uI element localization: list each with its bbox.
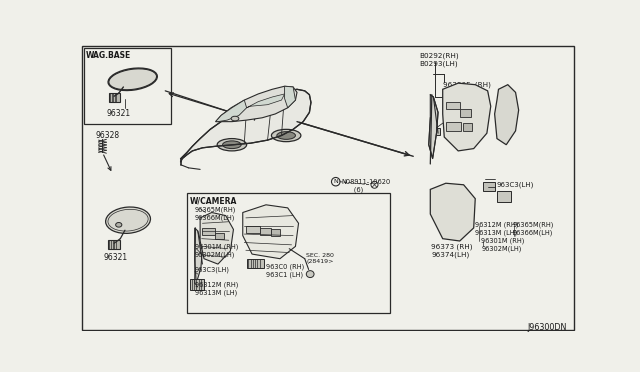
Text: 963C3(LH): 963C3(LH) <box>496 182 534 188</box>
Text: 963C0 (RH)
963C1 (LH): 963C0 (RH) 963C1 (LH) <box>266 263 304 278</box>
Text: 96312M (RH)
96313M (LH): 96312M (RH) 96313M (LH) <box>195 282 238 296</box>
Bar <box>483 182 495 191</box>
Text: 96365M(RH)
96366M(LH): 96365M(RH) 96366M(LH) <box>195 206 236 221</box>
Ellipse shape <box>231 116 239 121</box>
Text: SEC. 280
(28419>: SEC. 280 (28419> <box>307 253 334 264</box>
Polygon shape <box>180 89 311 162</box>
Polygon shape <box>195 228 202 283</box>
Text: N08911-10620
      (6): N08911-10620 (6) <box>341 179 390 193</box>
Ellipse shape <box>277 132 296 140</box>
Ellipse shape <box>109 69 157 90</box>
Text: 96301M (RH)
96302M(LH): 96301M (RH) 96302M(LH) <box>195 243 238 258</box>
Text: W/CAMERA: W/CAMERA <box>190 196 237 205</box>
Polygon shape <box>443 83 491 151</box>
Polygon shape <box>216 100 246 122</box>
Ellipse shape <box>217 139 246 151</box>
Bar <box>246 259 264 268</box>
Polygon shape <box>285 86 296 108</box>
Bar <box>109 93 120 102</box>
Bar <box>108 240 120 250</box>
Bar <box>271 230 280 235</box>
Text: 96321: 96321 <box>104 253 128 262</box>
Bar <box>215 232 224 239</box>
Polygon shape <box>430 183 476 241</box>
Bar <box>246 225 260 233</box>
Ellipse shape <box>271 129 301 142</box>
Bar <box>497 191 511 202</box>
Polygon shape <box>429 95 438 158</box>
Ellipse shape <box>106 207 150 233</box>
Polygon shape <box>246 94 285 108</box>
Bar <box>463 123 472 131</box>
Ellipse shape <box>116 222 122 227</box>
Bar <box>187 193 390 312</box>
Text: WAG.BASE: WAG.BASE <box>86 51 131 60</box>
Text: N: N <box>333 179 338 184</box>
Text: 96300F  (RH)
96300FA(LH): 96300F (RH) 96300FA(LH) <box>443 81 491 96</box>
Bar <box>260 228 271 235</box>
Text: B0292(RH)
B0293(LH): B0292(RH) B0293(LH) <box>419 52 459 67</box>
Polygon shape <box>495 85 518 145</box>
Bar <box>433 128 440 135</box>
Text: 96328: 96328 <box>95 131 120 140</box>
Bar <box>202 228 215 235</box>
Text: 963C3(LH): 963C3(LH) <box>195 266 230 273</box>
Ellipse shape <box>307 271 314 278</box>
Ellipse shape <box>223 141 241 148</box>
Polygon shape <box>200 212 234 264</box>
Polygon shape <box>243 205 298 259</box>
Text: 96373 (RH)
96374(LH): 96373 (RH) 96374(LH) <box>431 243 472 258</box>
Text: 96301M (RH)
96302M(LH): 96301M (RH) 96302M(LH) <box>481 237 525 251</box>
Polygon shape <box>216 86 297 122</box>
Bar <box>190 279 204 290</box>
Text: 96312M (RH)
96313M (LH): 96312M (RH) 96313M (LH) <box>476 222 518 236</box>
Text: J96300DN: J96300DN <box>527 323 566 332</box>
Text: 96365M(RH)
96366M(LH): 96365M(RH) 96366M(LH) <box>513 222 554 236</box>
Text: 96321: 96321 <box>107 109 131 118</box>
Bar <box>446 102 460 109</box>
Bar <box>84 48 171 124</box>
Bar <box>460 109 470 117</box>
Bar <box>446 122 461 131</box>
